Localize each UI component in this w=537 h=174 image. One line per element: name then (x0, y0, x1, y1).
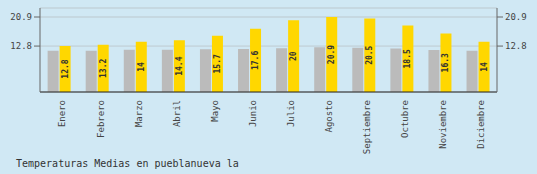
svg-text:12.8: 12.8 (10, 41, 32, 51)
svg-text:Noviembre: Noviembre (438, 100, 448, 149)
svg-text:Marzo: Marzo (134, 100, 144, 127)
svg-text:Septiembre: Septiembre (362, 100, 372, 154)
html-text:Temperaturas Medias en pueblan: Temperaturas Medias en pueblanueva la (16, 158, 239, 169)
svg-text:20.9: 20.9 (505, 12, 527, 22)
svg-text:Octubre: Octubre (400, 100, 410, 138)
svg-text:20.9: 20.9 (327, 45, 336, 64)
svg-text:14.4: 14.4 (175, 56, 184, 75)
svg-text:Diciembre: Diciembre (476, 100, 486, 149)
svg-text:Febrero: Febrero (96, 100, 106, 138)
svg-text:14: 14 (480, 62, 489, 72)
svg-text:14: 14 (137, 62, 146, 72)
svg-text:12.8: 12.8 (505, 41, 527, 51)
svg-text:17.6: 17.6 (251, 51, 260, 70)
svg-text:12.8: 12.8 (61, 59, 70, 78)
svg-text:Enero: Enero (57, 100, 67, 127)
svg-text:15.7: 15.7 (213, 54, 222, 73)
svg-text:16.3: 16.3 (441, 53, 450, 72)
svg-text:18.5: 18.5 (403, 49, 412, 68)
svg-text:Junio: Junio (248, 100, 258, 127)
svg-text:20.5: 20.5 (365, 45, 374, 64)
svg-text:Julio: Julio (286, 100, 296, 127)
svg-text:Agosto: Agosto (324, 100, 334, 133)
svg-text:20.9: 20.9 (10, 12, 32, 22)
svg-text:20: 20 (289, 51, 298, 61)
svg-text:Mayo: Mayo (210, 100, 220, 122)
svg-text:13.2: 13.2 (99, 58, 108, 77)
svg-text:Abril: Abril (172, 100, 182, 127)
